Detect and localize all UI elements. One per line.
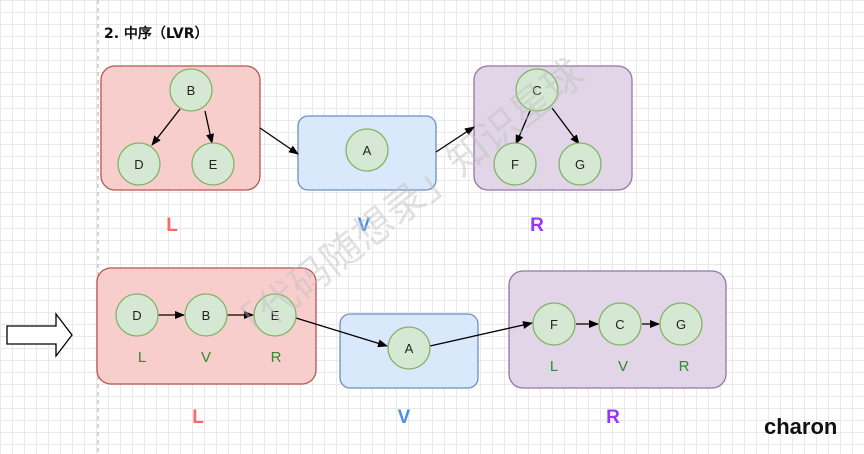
sub-label-left-r: R [271, 349, 282, 366]
seq-node-e: E [253, 293, 297, 337]
node-label: F [550, 317, 558, 332]
page-title: 2. 中序（LVR） [104, 25, 209, 42]
seq-node-f: F [532, 302, 576, 346]
label-left-top: L [166, 215, 178, 236]
node-label: A [363, 143, 372, 158]
arrow-e-a [295, 317, 388, 348]
node-label: B [187, 83, 196, 98]
seq-node-g: G [659, 302, 703, 346]
hollow-right-arrow-icon [6, 312, 73, 358]
tree-node-e: E [191, 142, 235, 186]
tree-node-g: G [558, 142, 602, 186]
label-left-bottom: L [192, 407, 204, 428]
edge-c-g [551, 107, 580, 145]
sub-label-left-l: L [138, 349, 146, 366]
tree-node-f: F [493, 142, 537, 186]
label-middle-bottom: V [398, 407, 411, 428]
label-middle-top: V [358, 215, 371, 236]
node-label: B [202, 308, 211, 323]
arrow-top-left-to-mid [259, 127, 299, 155]
edge-c-f [515, 110, 531, 145]
seq-node-b: B [184, 293, 228, 337]
node-label: F [511, 157, 519, 172]
label-right-bottom: R [606, 407, 620, 428]
sub-label-right-r: R [679, 358, 690, 375]
author-signature: charon [764, 414, 837, 439]
node-label: E [209, 157, 218, 172]
sub-label-right-l: L [550, 358, 558, 375]
seq-node-a: A [387, 326, 431, 370]
tree-node-d: D [117, 142, 161, 186]
seq-node-d: D [115, 293, 159, 337]
tree-node-b: B [169, 68, 213, 112]
sub-label-left-v: V [201, 349, 211, 366]
node-label: E [271, 308, 280, 323]
node-label: A [405, 341, 414, 356]
node-label: D [132, 308, 141, 323]
node-label: D [134, 157, 143, 172]
tree-node-c: C [515, 68, 559, 112]
tree-node-a-top: A [345, 128, 389, 172]
label-right-top: R [530, 215, 544, 236]
node-label: G [575, 157, 585, 172]
arrow-a-f [429, 321, 533, 347]
edge-b-e [204, 110, 214, 144]
edge-b-d [151, 108, 181, 146]
seq-node-c: C [598, 302, 642, 346]
arrow-top-mid-to-right [435, 126, 475, 153]
node-label: C [615, 317, 624, 332]
node-label: C [532, 83, 541, 98]
node-label: G [676, 317, 686, 332]
sub-label-right-v: V [618, 358, 628, 375]
